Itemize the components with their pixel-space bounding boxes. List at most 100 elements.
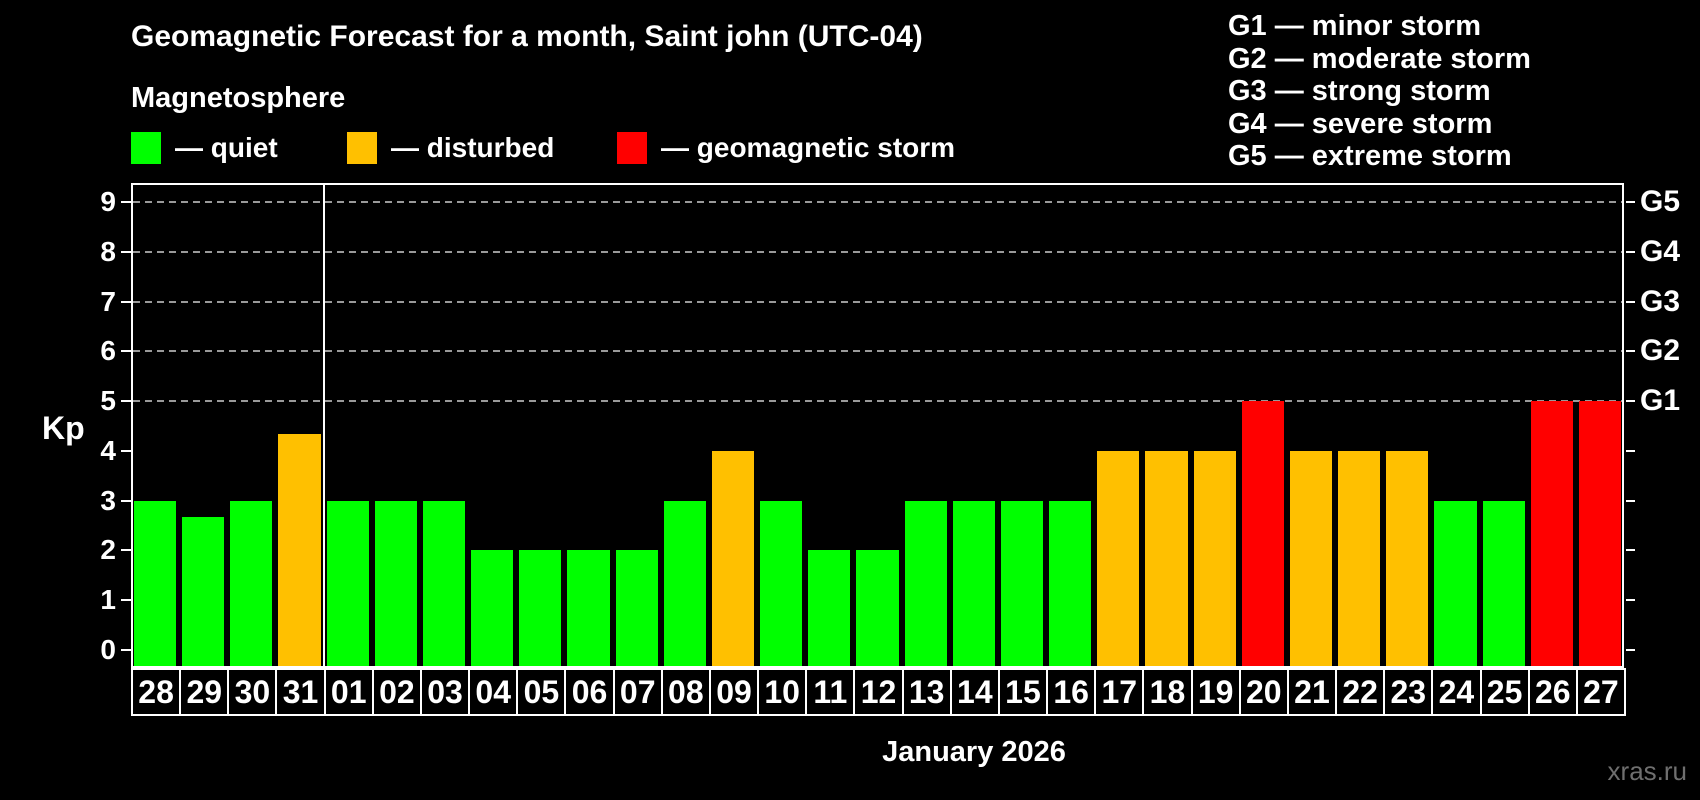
y-tick-right [1626, 449, 1635, 452]
date-label: 22 [1342, 673, 1378, 710]
date-label: 09 [716, 673, 752, 710]
kp-bar-day-25 [1482, 500, 1525, 666]
kp-bar-day-27 [1578, 401, 1621, 666]
date-label: 31 [282, 673, 319, 710]
kp-bar-day-16 [1049, 500, 1092, 666]
kp-bar-day-14 [952, 500, 995, 666]
y-tick-right [1626, 400, 1635, 403]
y-tick-left [121, 400, 131, 403]
date-label: 25 [1486, 673, 1523, 710]
y-tick-left [121, 449, 131, 452]
date-label: 12 [860, 673, 897, 710]
date-cell: 20 [1238, 668, 1289, 716]
chart-subtitle: Magnetosphere [131, 82, 346, 114]
date-label: 10 [764, 673, 800, 710]
date-cell: 08 [660, 668, 711, 716]
date-label: 07 [619, 673, 656, 710]
date-cell: 02 [371, 668, 422, 716]
date-cell: 14 [949, 668, 1000, 716]
y-tick-label: 8 [100, 235, 116, 267]
storm-scale-line-g3: G3 — strong storm [1228, 75, 1491, 107]
date-label: 19 [1197, 673, 1234, 710]
quiet-color-swatch [131, 132, 161, 164]
kp-bar-day-07 [615, 550, 658, 666]
kp-bar-day-17 [1097, 450, 1140, 666]
date-cell: 25 [1479, 668, 1530, 716]
date-cell: 03 [419, 668, 471, 716]
date-label: 13 [908, 673, 945, 710]
right-axis-label-g5: G5 [1640, 184, 1681, 218]
month-separator-line [322, 185, 325, 666]
date-cell: 04 [468, 668, 519, 716]
y-tick-left [121, 350, 131, 353]
date-label: 03 [427, 673, 463, 710]
storm-scale-line-g2: G2 — moderate storm [1228, 42, 1531, 75]
kp-bar-day-29 [182, 517, 225, 666]
date-cell: 01 [323, 668, 374, 716]
legend-label-storm: — geomagnetic storm [661, 132, 956, 163]
date-label: 20 [1245, 673, 1282, 710]
grid-line-kp9 [133, 200, 1622, 203]
y-tick-right [1626, 350, 1635, 353]
kp-bar-day-15 [1000, 500, 1044, 666]
y-tick-label: 2 [100, 534, 116, 566]
legend-item-disturbed: — disturbed [347, 130, 554, 166]
y-tick-right [1626, 499, 1635, 502]
right-axis-label-g2: G2 [1640, 334, 1681, 368]
kp-bar-day-18 [1145, 450, 1188, 666]
date-cell: 16 [1046, 668, 1097, 716]
kp-bar-day-09 [711, 450, 755, 666]
date-cell: 10 [757, 668, 808, 716]
date-label: 05 [523, 673, 560, 710]
kp-bar-day-22 [1338, 450, 1381, 666]
date-cell: 30 [227, 668, 278, 716]
y-tick-label: 9 [100, 185, 116, 217]
date-cell: 09 [708, 668, 760, 716]
kp-bar-day-21 [1289, 450, 1333, 666]
kp-bar-day-02 [374, 500, 417, 666]
y-tick-left [121, 200, 131, 203]
legend-label-quiet: — quiet [175, 132, 278, 163]
kp-bar-day-10 [760, 500, 803, 666]
date-label: 15 [1005, 673, 1041, 710]
x-axis-title: January 2026 [882, 736, 1066, 768]
storm-color-swatch [617, 132, 647, 164]
date-cell: 23 [1383, 668, 1434, 716]
storm-scale-line-g4: G4 — severe storm [1228, 107, 1493, 140]
chart-title: Geomagnetic Forecast for a month, Saint … [131, 20, 923, 53]
y-axis-title: Kp [42, 410, 85, 446]
date-label: 11 [813, 673, 848, 710]
storm-scale-line-g5: G5 — extreme storm [1228, 140, 1512, 172]
kp-bar-day-24 [1434, 500, 1477, 666]
date-cell: 21 [1286, 668, 1338, 716]
kp-bar-day-31 [278, 434, 321, 666]
date-cell: 22 [1335, 668, 1386, 716]
y-tick-left [121, 300, 131, 303]
y-tick-label: 3 [100, 484, 116, 516]
date-label: 30 [234, 673, 271, 710]
kp-bar-day-08 [663, 500, 706, 666]
y-tick-right [1626, 599, 1635, 602]
date-label: 16 [1053, 673, 1089, 710]
kp-bar-day-06 [567, 550, 610, 666]
date-cell: 18 [1142, 668, 1193, 716]
date-cell: 13 [901, 668, 952, 716]
date-label: 24 [1438, 673, 1475, 710]
kp-bar-day-03 [422, 500, 466, 666]
right-axis-label-g3: G3 [1640, 284, 1681, 318]
date-label: 17 [1101, 673, 1138, 710]
y-tick-right [1626, 200, 1635, 203]
watermark: xras.ru [1607, 756, 1687, 786]
date-label: 21 [1294, 673, 1330, 710]
kp-bar-day-13 [904, 500, 947, 666]
storm-scale-line-g1: G1 — minor storm [1228, 10, 1481, 42]
date-cell: 31 [275, 668, 326, 716]
date-label: 18 [1149, 673, 1186, 710]
date-cell: 26 [1527, 668, 1578, 716]
kp-bar-day-19 [1193, 450, 1236, 666]
y-tick-left [121, 250, 131, 253]
kp-bar-day-30 [230, 500, 273, 666]
y-tick-right [1626, 300, 1635, 303]
right-axis-label-g4: G4 [1640, 234, 1681, 268]
kp-bar-day-20 [1241, 401, 1284, 666]
